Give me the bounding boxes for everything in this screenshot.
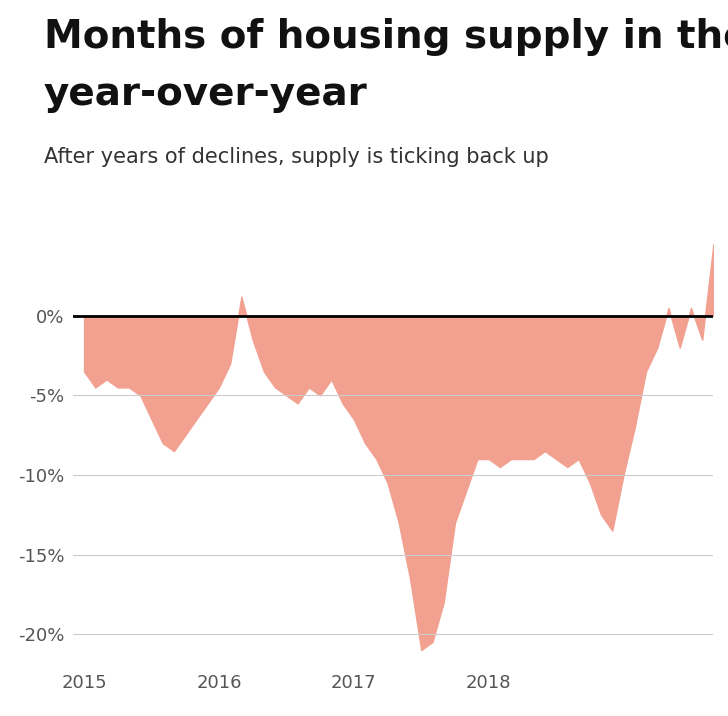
Text: year-over-year: year-over-year	[44, 75, 368, 113]
Text: Months of housing supply in the U.S.: Months of housing supply in the U.S.	[44, 18, 728, 56]
Text: After years of declines, supply is ticking back up: After years of declines, supply is ticki…	[44, 147, 548, 167]
